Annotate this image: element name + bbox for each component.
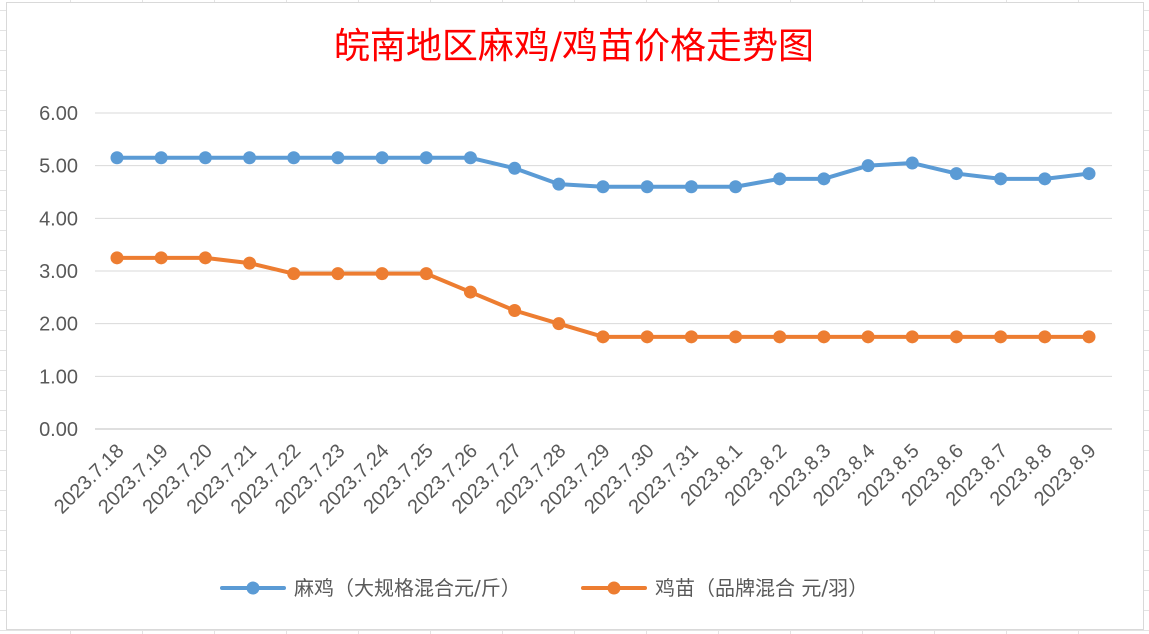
data-point <box>419 151 433 165</box>
data-point <box>243 256 257 270</box>
data-point <box>596 180 610 194</box>
data-point <box>243 151 257 165</box>
data-point <box>463 151 477 165</box>
data-point <box>773 172 787 186</box>
data-point <box>552 317 566 331</box>
data-point <box>1082 167 1096 181</box>
data-point <box>994 330 1008 344</box>
data-point <box>419 267 433 281</box>
data-point <box>110 151 124 165</box>
data-point <box>905 156 919 170</box>
y-tick-label: 2.00 <box>39 314 78 336</box>
data-point <box>508 161 522 175</box>
data-point <box>1038 172 1052 186</box>
gridlines <box>95 112 1112 430</box>
data-point <box>949 167 963 181</box>
y-tick-label: 1.00 <box>39 366 78 388</box>
data-point <box>110 251 124 265</box>
legend-marker-0 <box>246 581 260 595</box>
data-point <box>817 172 831 186</box>
data-point <box>684 180 698 194</box>
legend-label-1: 鸡苗（品牌混合 元/羽） <box>655 576 868 600</box>
y-tick-label: 5.00 <box>39 156 78 178</box>
data-point <box>552 177 566 191</box>
data-point <box>375 151 389 165</box>
data-point <box>905 330 919 344</box>
data-point <box>154 251 168 265</box>
chart-area[interactable] <box>6 2 1144 630</box>
data-point <box>287 151 301 165</box>
data-point <box>154 151 168 165</box>
y-tick-label: 6.00 <box>39 103 78 125</box>
data-point <box>375 267 389 281</box>
legend-label-0: 麻鸡（大规格混合元/斤） <box>294 576 521 600</box>
series-group <box>110 151 1096 344</box>
data-point <box>684 330 698 344</box>
data-point <box>994 172 1008 186</box>
data-point <box>596 330 610 344</box>
data-point <box>198 151 212 165</box>
data-point <box>729 180 743 194</box>
data-point <box>508 304 522 317</box>
data-point <box>861 330 875 344</box>
data-point <box>729 330 743 344</box>
series-line-1 <box>115 255 1091 339</box>
data-point <box>1038 330 1052 344</box>
y-axis: 0.00 1.00 2.00 3.00 4.00 5.00 6.00 <box>39 103 78 441</box>
data-point <box>287 267 301 281</box>
chart-title: 皖南地区麻鸡/鸡苗价格走势图 <box>334 26 814 67</box>
data-point <box>640 180 654 194</box>
legend-marker-1 <box>607 581 621 595</box>
data-point <box>949 330 963 344</box>
data-point <box>861 159 875 173</box>
y-tick-label: 0.00 <box>39 419 78 441</box>
data-point <box>463 285 477 299</box>
data-point <box>331 267 345 281</box>
data-point <box>198 251 212 265</box>
data-point <box>640 330 654 344</box>
data-point <box>331 151 345 165</box>
data-point <box>817 330 831 344</box>
y-tick-label: 4.00 <box>39 208 78 230</box>
data-point <box>1082 330 1096 344</box>
data-point <box>773 330 787 344</box>
legend: 麻鸡（大规格混合元/斤） 鸡苗（品牌混合 元/羽） <box>220 576 868 600</box>
x-axis: 2023.7.182023.7.192023.7.202023.7.212023… <box>50 440 1100 518</box>
y-tick-label: 3.00 <box>39 261 78 283</box>
